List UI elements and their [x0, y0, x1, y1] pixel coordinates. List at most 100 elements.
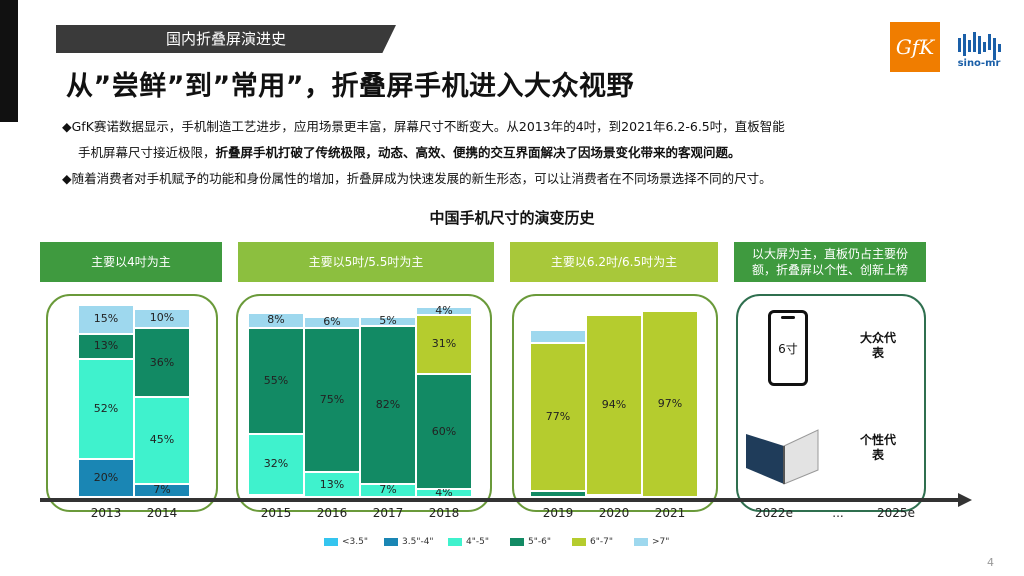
sino-mr-logo-text: sino-mr — [957, 58, 1001, 69]
bar-segment-2017-2 — [360, 483, 416, 497]
year-label-2014: 2014 — [146, 506, 178, 520]
bar-label-2014-3: 36% — [149, 355, 175, 369]
bar-label-2014-1: 7% — [153, 483, 171, 497]
bar-segment-2015-1 — [248, 495, 304, 498]
bar-label-2013-3: 13% — [93, 339, 119, 353]
bar-label-2018-2: 4% — [435, 486, 453, 500]
legend-item-2: 4"-5" — [448, 537, 489, 547]
bullet-1-line-2: 手机屏幕尺寸接近极限，折叠屏手机打破了传统极限，动态、高效、便携的交互界面解决了… — [78, 145, 741, 161]
legend-label-1: 3.5"-4" — [402, 537, 434, 547]
legend-swatch-3 — [510, 538, 524, 546]
bar-label-2018-4: 31% — [431, 337, 457, 351]
bar-label-2013-1: 20% — [93, 470, 119, 484]
legend-label-3: 5"-6" — [528, 537, 551, 547]
year-label-2025e: 2025e — [877, 506, 915, 520]
bar-segment-2018-5 — [416, 306, 472, 315]
legend-swatch-5 — [634, 538, 648, 546]
year-label-2017: 2017 — [372, 506, 404, 520]
chart-title: 中国手机尺寸的演变历史 — [429, 209, 595, 227]
year-label-2018: 2018 — [428, 506, 460, 520]
bar-label-2021-4: 97% — [657, 396, 683, 410]
page-title: 从”尝鲜”到”常用”，折叠屏手机进入大众视野 — [66, 71, 634, 102]
bar-label-2015-5: 8% — [267, 313, 285, 327]
bar-label-2015-2: 32% — [263, 457, 289, 471]
sino-mr-logo-icon — [958, 32, 1001, 60]
bar-segment-2014-3 — [134, 328, 190, 398]
panel-2013-2014 — [46, 294, 218, 512]
bar-segment-2018-3 — [416, 374, 472, 490]
bar-segment-2014-5 — [134, 308, 190, 329]
legend-item-3: 5"-6" — [510, 537, 551, 547]
bar-label-2016-3: 75% — [319, 393, 345, 407]
bar-label-2014-5: 10% — [149, 311, 175, 325]
year-label-ellipsis: ... — [832, 506, 844, 520]
bar-label-2017-2: 7% — [379, 483, 397, 497]
bar-label-2018-5: 4% — [435, 303, 453, 317]
panel-2015-2018 — [236, 294, 492, 512]
bar-label-2020-4: 94% — [601, 397, 627, 411]
bar-segment-2021-4 — [642, 310, 698, 497]
bar-label-2018-3: 60% — [431, 424, 457, 438]
phone-outline-icon — [768, 310, 808, 386]
bar-segment-2020-4 — [586, 314, 642, 496]
bar-label-2019-4: 77% — [545, 410, 571, 424]
bar-label-2017-3: 82% — [375, 397, 401, 411]
bar-segment-2020-3 — [586, 495, 642, 498]
foldable-phone-icon — [746, 429, 819, 485]
panel-future — [736, 294, 926, 512]
legend-label-5: >7" — [652, 537, 670, 547]
bar-segment-2013-2 — [78, 358, 134, 459]
page-number: 4 — [987, 556, 994, 569]
legend-item-4: 6"-7" — [572, 537, 613, 547]
legend-label-0: <3.5" — [342, 537, 368, 547]
bar-label-2016-2: 13% — [319, 477, 345, 491]
gfk-logo: GfK — [890, 22, 940, 72]
bar-segment-2013-3 — [78, 333, 134, 359]
bar-segment-2014-1 — [134, 483, 190, 497]
timeline-axis — [40, 498, 960, 502]
bar-segment-2015-3 — [248, 328, 304, 434]
bar-segment-2016-2 — [304, 472, 360, 497]
year-label-2015: 2015 — [260, 506, 292, 520]
era-band-foldable: 以大屏为主，直板仍占主要份额，折叠屏以个性、创新上榜 — [734, 242, 926, 282]
bar-segment-2017-5 — [360, 316, 416, 327]
side-accent-bar — [0, 0, 18, 122]
year-label-2020: 2020 — [598, 506, 630, 520]
bullet-1-bold-text: 折叠屏手机打破了传统极限，动态、高效、便携的交互界面解决了因场景变化带来的客观问… — [215, 145, 741, 160]
legend-item-1: 3.5"-4" — [384, 537, 434, 547]
bullet-1-normal-text: 手机屏幕尺寸接近极限， — [78, 145, 216, 160]
bar-segment-2018-4 — [416, 314, 472, 375]
legend-label-2: 4"-5" — [466, 537, 489, 547]
era-band-6in: 主要以6.2吋/6.5吋为主 — [510, 242, 718, 282]
year-label-2013: 2013 — [90, 506, 122, 520]
phone-size-label: 6寸 — [778, 342, 798, 356]
bullet-1-line-1: ◆GfK赛诺数据显示，手机制造工艺进步，应用场景更丰富，屏幕尺寸不断变大。从20… — [62, 119, 785, 134]
bar-segment-2013-1 — [78, 458, 134, 497]
legend-item-5: >7" — [634, 537, 669, 547]
bar-segment-2013-5 — [78, 305, 134, 334]
bar-segment-2015-5 — [248, 312, 304, 329]
bar-label-2016-5: 6% — [323, 315, 341, 329]
bar-segment-2016-5 — [304, 316, 360, 329]
bar-segment-2016-3 — [304, 328, 360, 473]
bar-segment-2014-2 — [134, 397, 190, 484]
panel-2019-2021 — [512, 294, 718, 512]
bar-segment-2019-4 — [530, 343, 586, 492]
bar-segment-2018-2 — [416, 489, 472, 497]
legend-swatch-4 — [572, 538, 586, 546]
timeline-arrow-icon — [958, 493, 972, 507]
bullet-2: ◆随着消费者对手机赋予的功能和身份属性的增加，折叠屏成为快速发展的新生形态，可以… — [62, 171, 772, 186]
legend-swatch-1 — [384, 538, 398, 546]
legend-swatch-0 — [324, 538, 338, 546]
bar-segment-2021-5 — [642, 308, 698, 311]
bar-label-2015-3: 55% — [263, 373, 289, 387]
era-band-5in: 主要以5吋/5.5吋为主 — [238, 242, 494, 282]
niche-representative-label: 个性代表 — [859, 433, 896, 462]
bar-label-2014-2: 45% — [149, 433, 175, 447]
mass-representative-label: 大众代表 — [859, 331, 896, 360]
section-tab: 国内折叠屏演进史 — [56, 25, 396, 53]
legend-swatch-2 — [448, 538, 462, 546]
year-label-2022e: 2022e — [755, 506, 793, 520]
bar-segment-2019-3 — [530, 491, 586, 497]
year-label-2021: 2021 — [654, 506, 686, 520]
